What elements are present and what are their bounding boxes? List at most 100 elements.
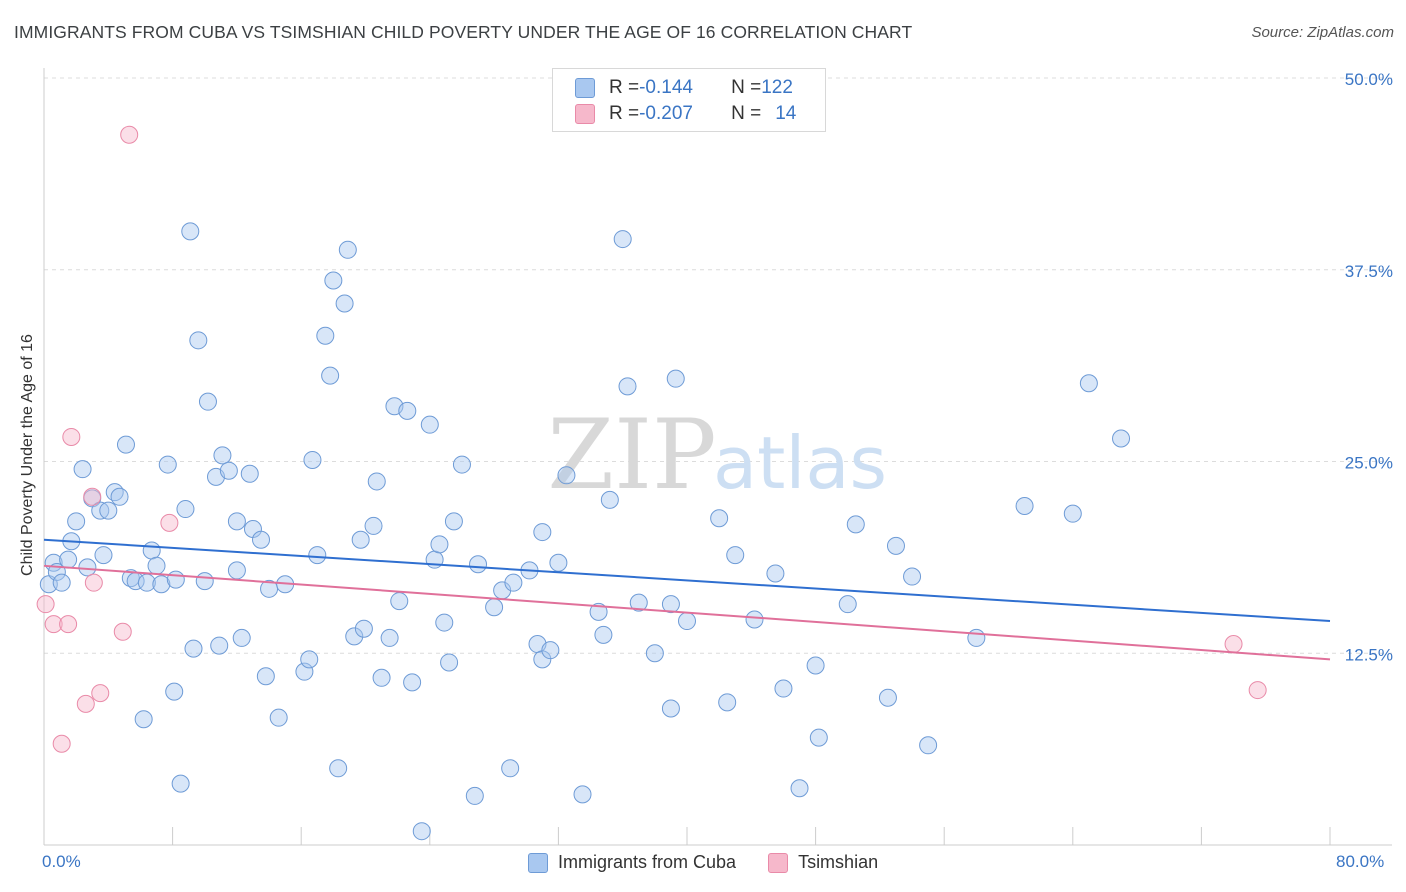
legend-swatch-cuba (575, 78, 595, 98)
point-cuba (335, 294, 354, 313)
point-cuba (1079, 374, 1098, 393)
point-cuba (256, 667, 275, 686)
point-cuba (846, 515, 865, 534)
point-cuba (324, 271, 343, 290)
watermark: ZIP atlas (547, 399, 887, 511)
series-label-tsimshian: Tsimshian (798, 852, 879, 872)
series-legend-item-cuba[interactable]: Immigrants from Cuba (528, 852, 736, 873)
point-cuba (99, 501, 118, 520)
point-cuba (613, 230, 632, 249)
point-tsimshian (62, 427, 81, 446)
point-cuba (573, 785, 592, 804)
gridlines (44, 77, 1392, 654)
point-cuba (1063, 504, 1082, 523)
point-cuba (903, 567, 922, 586)
series-swatch-tsimshian (768, 852, 789, 873)
point-cuba (78, 558, 97, 577)
point-cuba (227, 512, 246, 531)
point-cuba (176, 500, 195, 519)
point-tsimshian (120, 125, 139, 144)
point-cuba (1112, 429, 1131, 448)
point-tsimshian (76, 694, 95, 713)
point-cuba (745, 610, 764, 629)
point-tsimshian (91, 684, 110, 703)
y-tick-label: 50.0% (1345, 70, 1393, 89)
point-cuba (195, 572, 214, 591)
point-cuba (316, 326, 335, 345)
point-cuba (303, 450, 322, 469)
point-cuba (390, 592, 409, 611)
point-cuba (666, 369, 685, 388)
y-tick-labels: 12.5% 25.0% 37.5% 50.0% (1345, 70, 1393, 664)
point-cuba (774, 679, 793, 698)
correlation-legend: R = -0.144 N = 122 R = -0.207 N = 14 (552, 68, 826, 132)
point-cuba (1015, 496, 1034, 515)
source-label: Source: ZipAtlas.com (1251, 24, 1394, 41)
watermark-atlas: atlas (713, 421, 887, 505)
point-cuba (557, 466, 576, 485)
point-cuba (380, 628, 399, 647)
point-cuba (227, 561, 246, 580)
point-tsimshian (1248, 681, 1267, 700)
point-cuba (110, 487, 129, 506)
y-tick-label: 37.5% (1345, 262, 1393, 281)
point-cuba (645, 644, 664, 663)
point-cuba (269, 708, 288, 727)
point-cuba (678, 612, 696, 631)
point-cuba (710, 509, 729, 528)
point-cuba (465, 786, 484, 805)
point-cuba (142, 541, 161, 560)
point-cuba (181, 222, 200, 241)
point-cuba (398, 401, 417, 420)
point-cuba (308, 546, 327, 565)
x-axis-max-label: 80.0% (1336, 852, 1385, 871)
point-tsimshian (44, 615, 63, 634)
legend-n-value: 122 (761, 77, 793, 98)
point-cuba (52, 573, 71, 592)
point-cuba (435, 613, 454, 632)
point-cuba (790, 779, 809, 798)
point-cuba (878, 688, 897, 707)
legend-r-label: R = (609, 77, 640, 98)
point-cuba (94, 546, 113, 565)
point-cuba (252, 530, 271, 549)
point-cuba (351, 530, 370, 549)
point-cuba (59, 550, 78, 569)
point-cuba (219, 461, 238, 480)
point-cuba (189, 331, 208, 350)
trend-line-cuba (43, 538, 1331, 623)
point-cuba (541, 641, 560, 660)
point-cuba (354, 619, 373, 638)
point-cuba (412, 822, 431, 841)
trend-lines (43, 538, 1331, 661)
point-cuba (504, 573, 523, 592)
watermark-zip: ZIP (547, 399, 716, 511)
series-legend: Immigrants from Cuba Tsimshian (528, 852, 910, 873)
point-cuba (718, 693, 737, 712)
point-cuba (967, 628, 986, 647)
point-cuba (420, 415, 439, 434)
point-tsimshian (59, 615, 78, 634)
point-cuba (661, 699, 680, 718)
point-tsimshian (160, 513, 179, 532)
series-label-cuba: Immigrants from Cuba (558, 852, 737, 872)
point-cuba (549, 553, 568, 572)
point-cuba (210, 636, 229, 655)
point-cuba (184, 639, 203, 658)
point-cuba (367, 472, 386, 491)
series-legend-item-tsimshian[interactable]: Tsimshian (768, 852, 878, 873)
point-cuba (73, 460, 92, 479)
point-cuba (726, 546, 745, 565)
legend-r-value: -0.207 (639, 103, 693, 124)
x-axis-min-label: 0.0% (42, 852, 81, 871)
point-cuba (166, 570, 185, 589)
point-cuba (444, 512, 463, 531)
point-cuba (809, 728, 828, 747)
point-tsimshian (83, 487, 102, 506)
point-cuba (116, 435, 135, 454)
legend-n-value: 14 (775, 103, 797, 124)
point-cuba (919, 736, 938, 755)
point-cuba (501, 759, 520, 778)
point-cuba (533, 523, 552, 542)
